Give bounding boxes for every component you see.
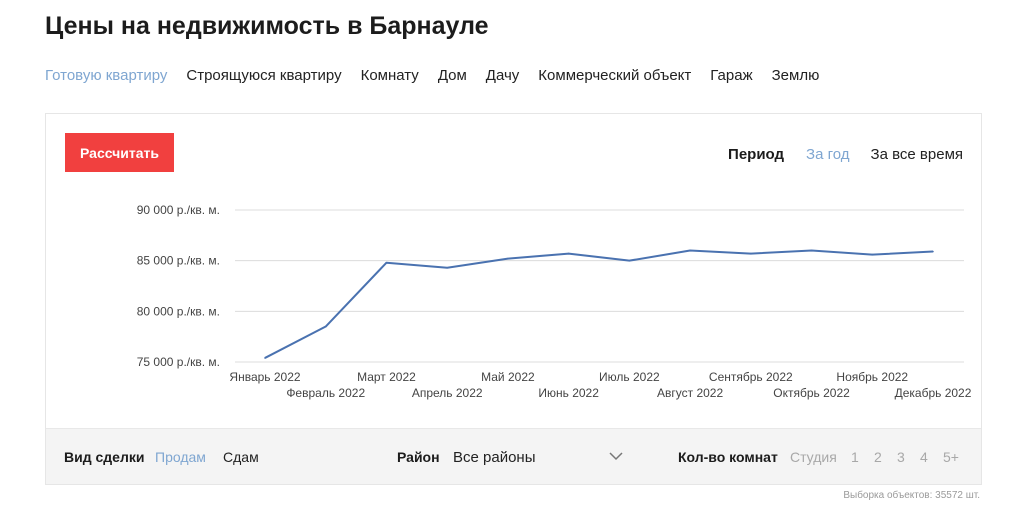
district-value: Все районы — [453, 449, 536, 466]
price-chart-panel: Рассчитать Период За год За все время 75… — [45, 113, 982, 485]
tab-new-apartment[interactable]: Строящуюся квартиру — [186, 67, 342, 84]
room-option-4[interactable]: 4 — [920, 449, 928, 465]
data-point[interactable] — [507, 257, 509, 260]
period-switcher: Период За год За все время — [728, 146, 963, 163]
price-line-chart: 75 000 р./кв. м. 80 000 р./кв. м. 85 000 р… — [137, 203, 972, 400]
page-title: Цены на недвижимость в Барнауле — [45, 12, 489, 40]
x-tick-label: Октябрь 2022 — [773, 386, 850, 400]
data-point[interactable] — [871, 253, 874, 256]
data-point[interactable] — [324, 325, 327, 328]
tab-land[interactable]: Землю — [771, 67, 820, 84]
x-tick-label: Апрель 2022 — [412, 386, 483, 400]
x-tick-label: Февраль 2022 — [286, 386, 365, 400]
y-tick-label: 85 000 р./кв. м. — [137, 254, 220, 268]
x-tick-label: Июль 2022 — [599, 370, 660, 384]
x-tick-label: Август 2022 — [657, 386, 723, 400]
tab-dacha[interactable]: Дачу — [485, 67, 520, 84]
y-tick-label: 80 000 р./кв. м. — [137, 304, 220, 318]
data-point[interactable] — [810, 249, 813, 252]
calculate-button[interactable]: Рассчитать — [65, 133, 174, 172]
data-point[interactable] — [385, 261, 388, 264]
deal-type-label: Вид сделки — [64, 449, 145, 465]
room-option-2[interactable]: 2 — [874, 449, 882, 465]
y-tick-label: 75 000 р./кв. м. — [137, 355, 220, 369]
room-option-3[interactable]: 3 — [897, 449, 905, 465]
data-point[interactable] — [932, 250, 934, 253]
sample-size-note: Выборка объектов: 35572 шт. — [843, 490, 980, 501]
deal-option-rent[interactable]: Сдам — [223, 449, 259, 465]
data-point[interactable] — [567, 252, 570, 255]
x-tick-label: Март 2022 — [357, 370, 416, 384]
x-tick-label: Ноябрь 2022 — [836, 370, 908, 384]
room-count-label: Кол-во комнат — [678, 449, 778, 465]
x-tick-label: Июнь 2022 — [538, 386, 599, 400]
room-option-1[interactable]: 1 — [851, 449, 859, 465]
data-point[interactable] — [750, 252, 752, 255]
data-point[interactable] — [689, 249, 691, 252]
data-point[interactable] — [446, 266, 448, 269]
deal-option-sell[interactable]: Продам — [155, 449, 206, 465]
period-option-year[interactable]: За год — [806, 146, 850, 163]
chevron-down-icon — [609, 452, 623, 461]
room-option-studio[interactable]: Студия — [790, 449, 837, 465]
data-point[interactable] — [628, 259, 631, 262]
room-option-5plus[interactable]: 5+ — [943, 449, 959, 465]
district-label: Район — [397, 449, 440, 465]
data-point[interactable] — [264, 357, 266, 359]
tab-garage[interactable]: Гараж — [710, 67, 753, 84]
filter-bar: Вид сделки Продам Сдам Район Все районы … — [46, 428, 981, 484]
price-series-line — [264, 249, 934, 359]
x-tick-label: Май 2022 — [481, 370, 535, 384]
tab-room[interactable]: Комнату — [360, 67, 419, 84]
tab-commercial[interactable]: Коммерческий объект — [538, 67, 692, 84]
x-tick-label: Январь 2022 — [229, 370, 300, 384]
district-select[interactable]: Все районы — [453, 447, 623, 469]
period-option-all-time[interactable]: За все время — [870, 146, 963, 163]
x-tick-label: Декабрь 2022 — [895, 386, 972, 400]
tab-ready-apartment[interactable]: Готовую квартиру — [45, 67, 168, 84]
period-label: Период — [728, 146, 785, 163]
x-tick-label: Сентябрь 2022 — [709, 370, 793, 384]
tab-house[interactable]: Дом — [437, 67, 467, 84]
y-tick-label: 90 000 р./кв. м. — [137, 203, 220, 217]
property-type-tabs: Готовую квартиру Строящуюся квартиру Ком… — [45, 67, 838, 89]
